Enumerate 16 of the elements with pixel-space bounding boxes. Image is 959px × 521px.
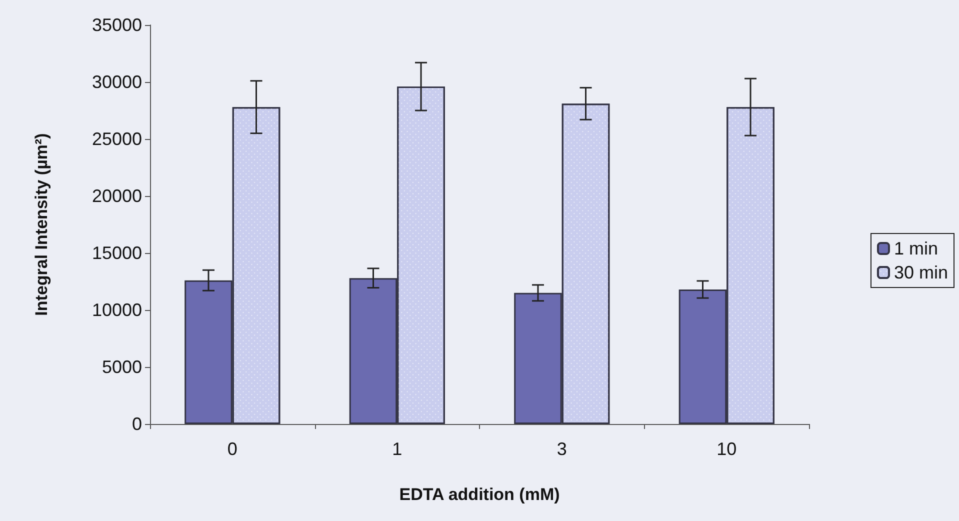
x-tick-label: 0	[227, 439, 238, 459]
y-tick-label: 10000	[92, 300, 142, 320]
y-tick-label: 0	[132, 414, 142, 434]
y-tick-label: 30000	[92, 72, 142, 92]
x-tick-label: 10	[716, 439, 737, 459]
x-tick-label: 1	[392, 439, 402, 459]
x-axis-title: EDTA addition (mM)	[399, 485, 560, 504]
legend-label: 30 min	[894, 262, 948, 282]
y-tick-label: 25000	[92, 129, 142, 149]
legend-label: 1 min	[894, 238, 938, 258]
y-tick-label: 5000	[102, 357, 142, 377]
x-tick-label: 3	[556, 439, 567, 459]
y-tick-label: 35000	[92, 15, 142, 35]
y-axis-title: Integral Intensity (µm²)	[32, 133, 51, 316]
y-tick-label: 15000	[92, 243, 142, 263]
y-tick-label: 20000	[92, 186, 142, 206]
